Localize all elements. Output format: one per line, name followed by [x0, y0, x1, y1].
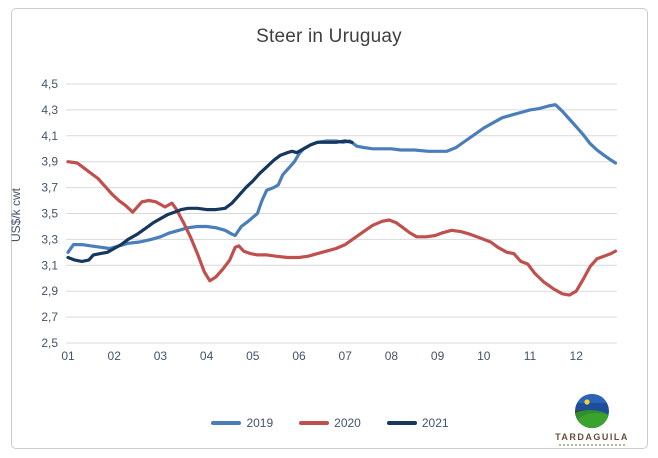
x-tick-label: 02 — [108, 349, 122, 363]
series-2019-line — [66, 103, 618, 254]
chart-title: Steer in Uruguay — [256, 26, 402, 47]
y-tick-label: 3,1 — [41, 258, 58, 272]
chart-frame — [11, 8, 648, 449]
x-tick-label: 12 — [570, 349, 584, 363]
tardaguila-logo-subline — [559, 444, 625, 446]
x-tick-label: 10 — [477, 349, 491, 363]
x-tick-label: 06 — [292, 349, 306, 363]
legend-swatch-2019 — [211, 421, 242, 425]
y-tick-label: 3,7 — [41, 181, 58, 195]
x-tick-label: 08 — [385, 349, 399, 363]
series-2020-line — [66, 160, 618, 297]
tardaguila-logo-text: TARDAGUILA — [555, 432, 629, 442]
y-tick-label: 4,3 — [41, 103, 58, 117]
y-tick-label: 2,5 — [41, 336, 58, 350]
y-tick-label: 3,3 — [41, 232, 58, 246]
x-tick-label: 05 — [246, 349, 260, 363]
y-tick-label: 3,9 — [41, 155, 58, 169]
legend-item-2021: 2021 — [386, 416, 449, 430]
legend-swatch-2021 — [386, 421, 417, 425]
legend-swatch-2020 — [299, 421, 330, 425]
y-tick-label: 2,7 — [41, 310, 58, 324]
y-tick-label: 4,1 — [41, 129, 58, 143]
legend-label-2019: 2019 — [246, 416, 274, 430]
x-tick-label: 03 — [154, 349, 168, 363]
chart-legend: 2019 2020 2021 — [150, 413, 510, 433]
y-tick-label: 4,5 — [41, 77, 58, 91]
x-tick-label: 11 — [524, 349, 537, 363]
legend-item-2020: 2020 — [299, 416, 361, 430]
x-tick-label: 01 — [61, 349, 75, 363]
x-tick-label: 04 — [200, 349, 214, 363]
legend-label-2020: 2020 — [334, 416, 361, 430]
series-2021-line — [66, 139, 354, 263]
y-tick-label: 3,5 — [41, 207, 58, 221]
x-tick-label: 09 — [431, 349, 445, 363]
tardaguila-logo: TARDAGUILA — [546, 391, 638, 446]
legend-label-2021: 2021 — [421, 416, 449, 430]
tardaguila-logo-icon — [575, 394, 609, 428]
y-tick-label: 2,9 — [41, 284, 58, 298]
x-tick-label: 07 — [339, 349, 353, 363]
legend-item-2019: 2019 — [211, 416, 273, 430]
